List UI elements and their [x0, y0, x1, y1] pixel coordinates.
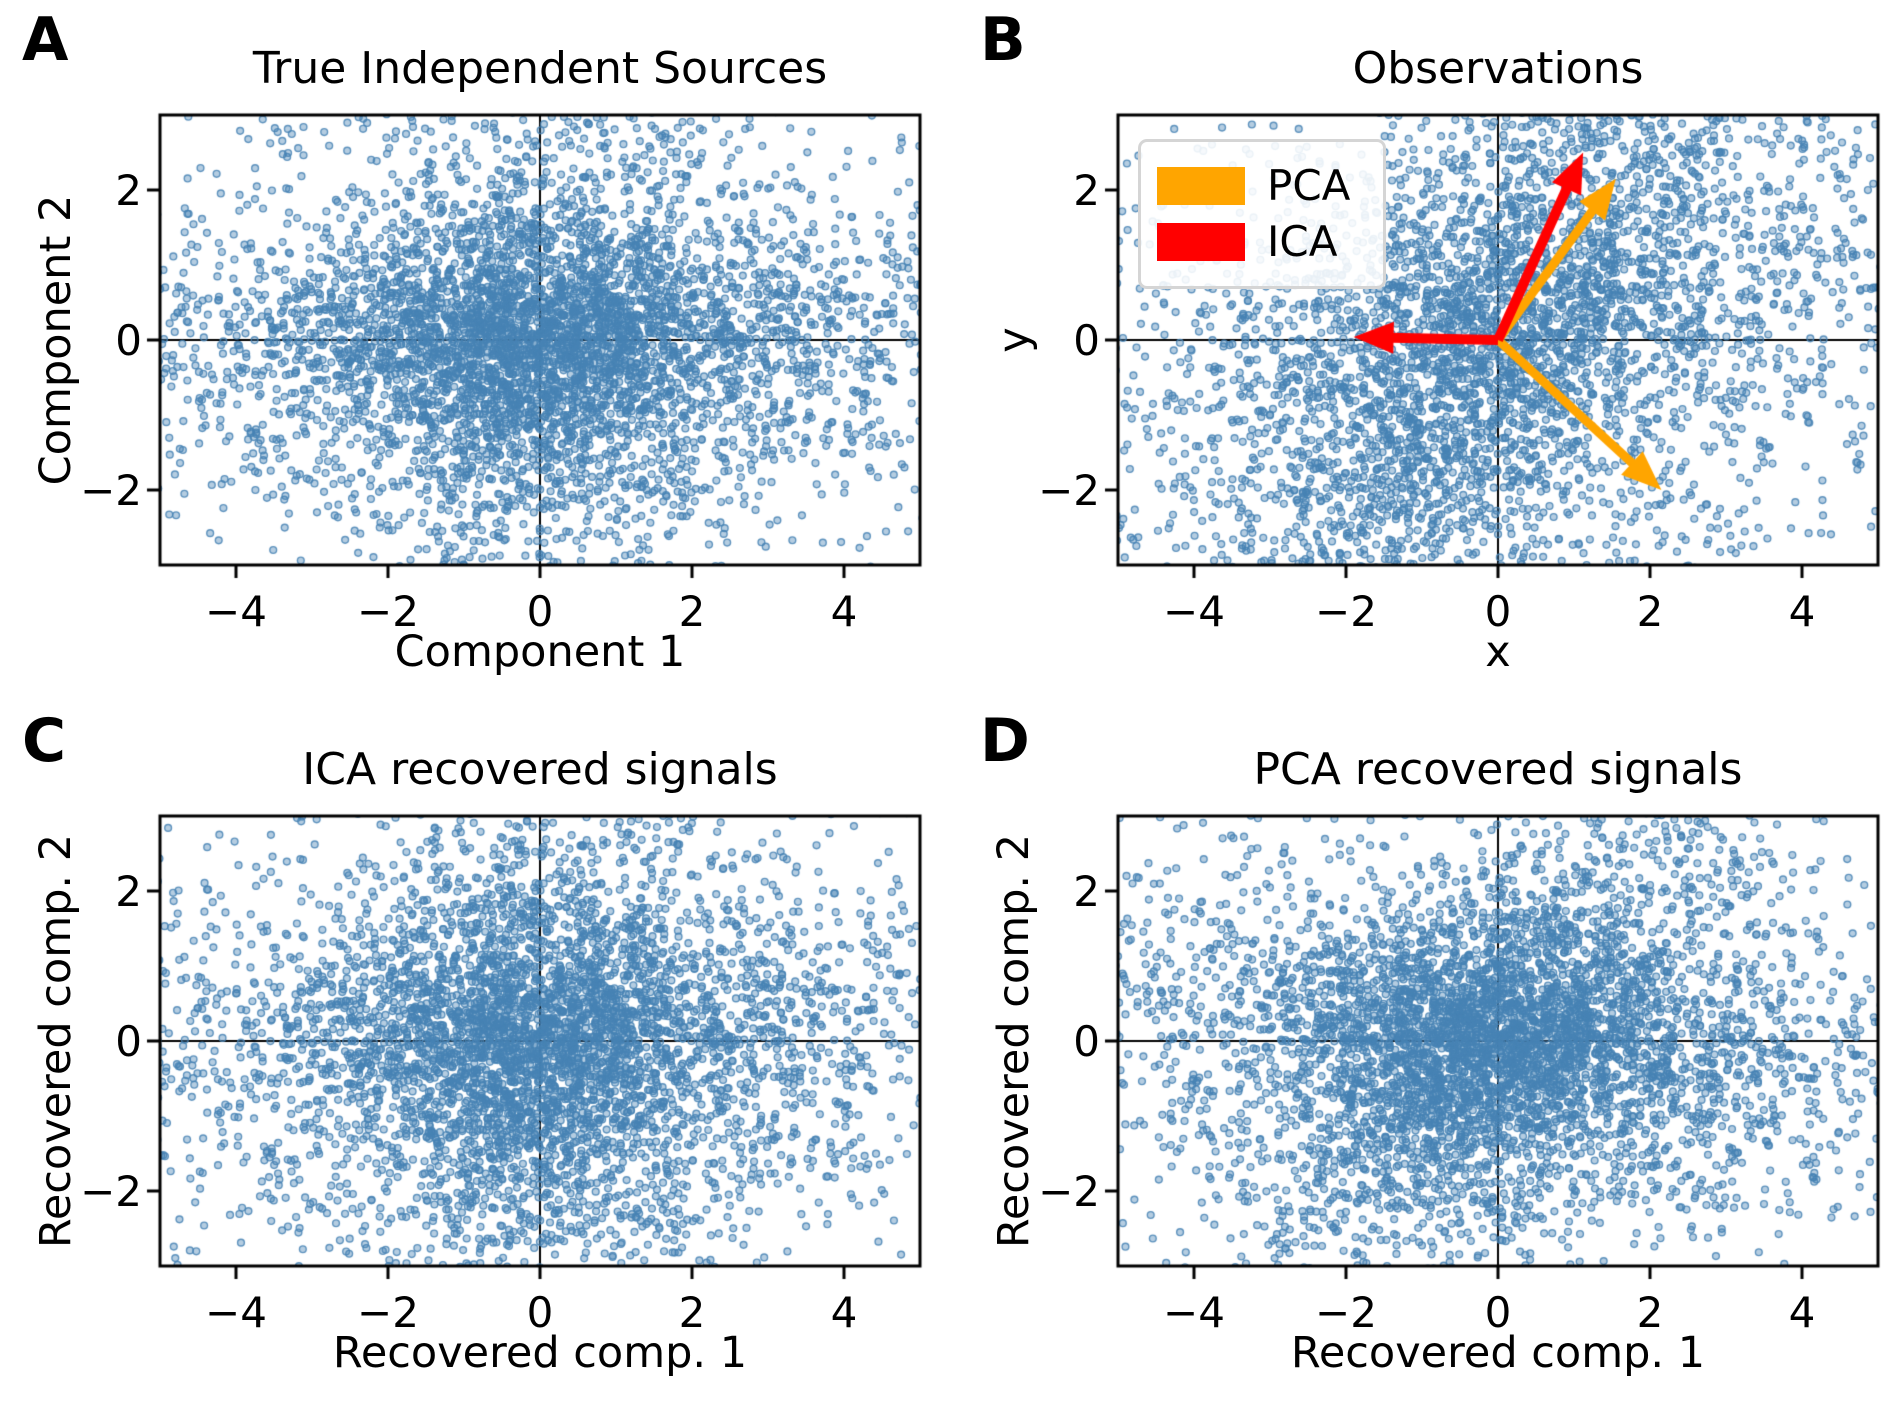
panel-pca-recovered: D PCA recovered signals Recovered comp. … — [958, 701, 1891, 1423]
x-tick-label: 0 — [1484, 1288, 1512, 1337]
x-tick-label: 4 — [1788, 587, 1816, 636]
y-tick-label: −2 — [80, 1167, 142, 1216]
x-tick-label: 0 — [526, 587, 554, 636]
x-tick-label: −2 — [357, 587, 419, 636]
legend-label-ica: ICA — [1267, 217, 1338, 266]
y-tick-label: 2 — [1073, 166, 1100, 215]
y-tick-label: 0 — [115, 316, 142, 365]
x-tick-label: −4 — [205, 587, 267, 636]
scatter-plot-canvas — [1100, 798, 1891, 1284]
x-axis-label: x — [1485, 627, 1511, 677]
y-tick-label: 2 — [1073, 867, 1100, 916]
panel-letter-b: B — [980, 5, 1026, 75]
legend-label-pca: PCA — [1267, 161, 1351, 210]
scatter-plot-canvas — [142, 97, 938, 583]
y-tick-label: 2 — [115, 867, 142, 916]
legend-item-ica: ICA — [1157, 216, 1365, 268]
x-axis-label: Recovered comp. 1 — [1290, 1328, 1706, 1378]
panel-letter-a: A — [22, 5, 69, 75]
x-tick-label: 4 — [830, 587, 858, 636]
x-tick-label: 0 — [1484, 587, 1512, 636]
panel-true-sources: A True Independent Sources Component 2 C… — [0, 0, 958, 701]
y-tick-label: 0 — [1073, 316, 1100, 365]
panel-title: True Independent Sources — [252, 43, 828, 94]
legend: PCA ICA — [1138, 139, 1386, 289]
x-axis-label: Component 1 — [394, 627, 686, 677]
y-tick-label: 0 — [115, 1017, 142, 1066]
x-tick-label: −4 — [205, 1288, 267, 1337]
x-axis-label: Recovered comp. 1 — [332, 1328, 748, 1378]
x-tick-label: 2 — [678, 587, 706, 636]
legend-item-pca: PCA — [1157, 160, 1365, 212]
x-tick-label: 4 — [830, 1288, 858, 1337]
y-tick-label: 0 — [1073, 1017, 1100, 1066]
x-tick-label: 2 — [1636, 587, 1664, 636]
panel-ica-recovered: C ICA recovered signals Recovered comp. … — [0, 701, 958, 1423]
x-tick-label: 2 — [1636, 1288, 1664, 1337]
panel-letter-c: C — [22, 706, 67, 776]
panel-title: PCA recovered signals — [1253, 744, 1743, 795]
x-tick-label: −2 — [1315, 587, 1377, 636]
ica-color-swatch — [1157, 223, 1245, 261]
panel-letter-d: D — [980, 706, 1030, 776]
panel-observations: B Observations y PCA ICA x −4 −2 0 2 4 −2 0 2 — [958, 0, 1891, 701]
x-tick-label: 0 — [526, 1288, 554, 1337]
panel-title: ICA recovered signals — [302, 744, 778, 795]
x-tick-label: 4 — [1788, 1288, 1816, 1337]
y-tick-label: −2 — [80, 466, 142, 515]
y-tick-label: −2 — [1038, 466, 1100, 515]
panel-title: Observations — [1352, 43, 1644, 94]
x-tick-label: −4 — [1163, 1288, 1225, 1337]
scatter-plot-canvas — [142, 798, 938, 1284]
x-tick-label: −4 — [1163, 587, 1225, 636]
y-tick-label: −2 — [1038, 1167, 1100, 1216]
x-tick-label: −2 — [1315, 1288, 1377, 1337]
x-tick-label: 2 — [678, 1288, 706, 1337]
y-tick-label: 2 — [115, 166, 142, 215]
x-tick-label: −2 — [357, 1288, 419, 1337]
pca-color-swatch — [1157, 167, 1245, 205]
